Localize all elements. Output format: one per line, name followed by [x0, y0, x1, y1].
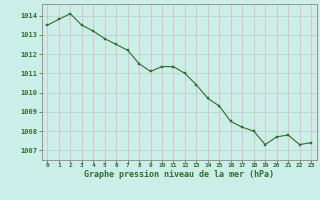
- X-axis label: Graphe pression niveau de la mer (hPa): Graphe pression niveau de la mer (hPa): [84, 170, 274, 179]
